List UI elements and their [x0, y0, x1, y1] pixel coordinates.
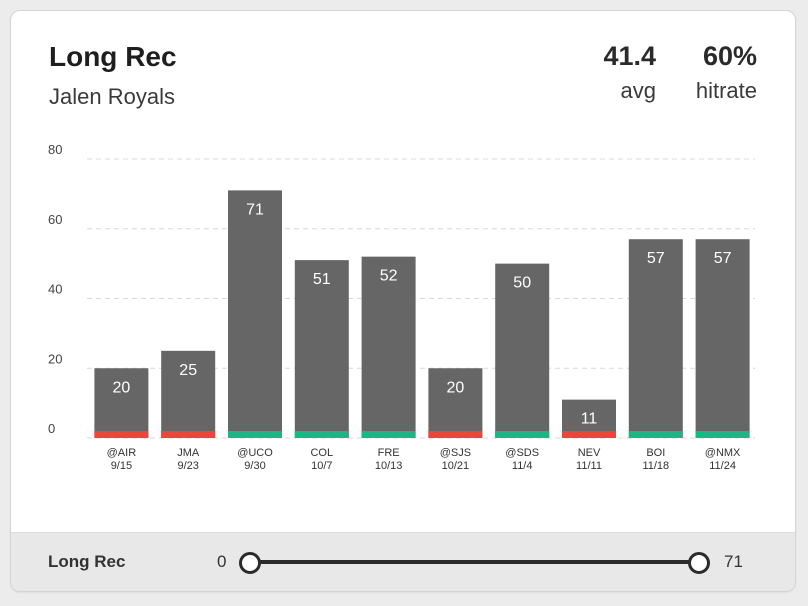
bar — [495, 263, 550, 438]
player-name: Jalen Royals — [49, 84, 175, 109]
hit-indicator — [428, 431, 483, 438]
bar — [628, 239, 683, 438]
avg-label: avg — [620, 78, 656, 103]
x-tick-opponent: JMA — [177, 447, 200, 459]
x-tick-opponent: @SJS — [440, 447, 471, 459]
x-tick-opponent: BOI — [646, 447, 665, 459]
hit-indicator — [94, 431, 149, 438]
y-tick-label: 40 — [48, 282, 62, 297]
bar-value-label: 50 — [513, 275, 531, 292]
hitrate-label: hitrate — [695, 78, 757, 103]
range-slider-min-handle[interactable] — [239, 552, 261, 574]
bar-value-label: 20 — [113, 379, 131, 396]
x-tick-date: 10/21 — [442, 460, 470, 472]
range-min-label: 0 — [217, 552, 227, 571]
y-tick-label: 60 — [48, 212, 62, 227]
hitrate-stat: 60% hitrate — [696, 41, 757, 104]
x-tick-opponent: NEV — [578, 447, 601, 459]
x-tick-date: 10/7 — [311, 460, 332, 472]
x-tick-date: 9/23 — [177, 460, 198, 472]
prop-title: Long Rec — [49, 41, 177, 72]
hit-indicator — [361, 431, 416, 438]
bar — [428, 368, 483, 438]
hit-indicator — [294, 431, 349, 438]
hit-indicator — [695, 431, 750, 438]
hitrate-value: 60% — [702, 41, 757, 71]
prop-card: Long Rec Jalen Royals 41.4 avg 60% hitra… — [10, 10, 796, 592]
x-tick-date: 11/4 — [512, 460, 533, 472]
bar-value-label: 11 — [581, 411, 598, 428]
x-tick-date: 9/30 — [244, 460, 265, 472]
bar — [361, 256, 416, 438]
x-tick-opponent: COL — [310, 447, 333, 459]
y-tick-label: 80 — [48, 142, 62, 157]
hit-indicator — [161, 431, 216, 438]
bar-value-label: 51 — [313, 271, 331, 288]
range-max-label: 71 — [724, 552, 743, 571]
range-slider-track[interactable] — [249, 560, 699, 564]
avg-stat: 41.4 avg — [603, 41, 656, 104]
range-slider-max-handle[interactable] — [688, 552, 710, 574]
x-tick-date: 10/13 — [375, 460, 403, 472]
avg-value: 41.4 — [603, 41, 656, 71]
x-tick-opponent: @SDS — [505, 447, 539, 459]
y-tick-label: 0 — [48, 421, 55, 436]
bar — [695, 239, 750, 438]
x-tick-date: 9/15 — [111, 460, 132, 472]
bar-value-label: 57 — [714, 250, 732, 267]
hit-indicator — [228, 431, 282, 438]
bar — [94, 368, 149, 438]
bar-value-label: 25 — [179, 362, 197, 379]
bar — [161, 350, 216, 438]
x-tick-opponent: @UCO — [237, 447, 273, 459]
x-tick-opponent: FRE — [378, 447, 400, 459]
y-tick-label: 20 — [48, 351, 62, 366]
hit-indicator — [562, 431, 616, 438]
x-tick-date: 11/18 — [642, 460, 669, 472]
x-tick-date: 11/24 — [709, 460, 736, 472]
filter-bar: Long Rec 0 71 — [11, 532, 795, 591]
bar-value-label: 20 — [447, 379, 465, 396]
x-tick-opponent: @NMX — [705, 447, 741, 459]
bar-value-label: 71 — [246, 201, 264, 218]
bar — [294, 260, 349, 438]
hit-indicator — [628, 431, 683, 438]
hit-indicator — [495, 431, 550, 438]
bar-value-label: 52 — [380, 268, 398, 285]
x-tick-date: 11/11 — [576, 460, 602, 472]
x-tick-opponent: @AIR — [107, 447, 137, 459]
filter-label: Long Rec — [48, 552, 126, 571]
bar — [228, 190, 282, 438]
bar-value-label: 57 — [647, 250, 665, 267]
